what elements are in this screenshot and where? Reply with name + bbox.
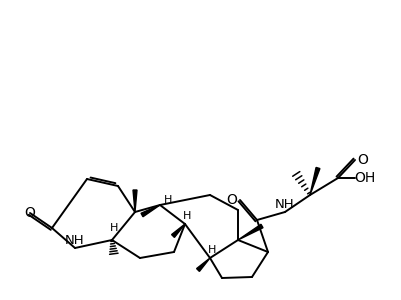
Polygon shape [309, 167, 319, 195]
Text: O: O [356, 153, 368, 167]
Polygon shape [133, 190, 137, 212]
Text: NH: NH [65, 233, 85, 247]
Text: O: O [226, 193, 237, 207]
Polygon shape [171, 224, 184, 237]
Text: OH: OH [354, 171, 375, 185]
Text: NH: NH [275, 197, 294, 211]
Text: H: H [182, 211, 191, 221]
Polygon shape [196, 258, 209, 272]
Text: H: H [109, 223, 118, 233]
Text: H: H [164, 195, 172, 205]
Text: O: O [24, 206, 35, 220]
Polygon shape [237, 224, 262, 240]
Text: H: H [207, 245, 216, 255]
Polygon shape [141, 205, 160, 217]
